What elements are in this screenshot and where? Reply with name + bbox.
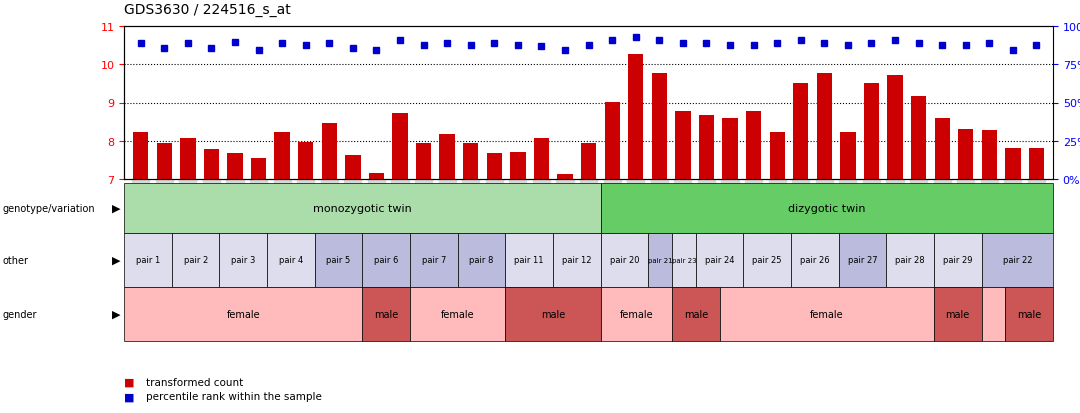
Bar xyxy=(157,143,172,180)
Bar xyxy=(440,135,455,180)
Bar xyxy=(510,152,526,180)
Bar xyxy=(958,129,973,180)
Bar xyxy=(770,133,785,180)
Bar xyxy=(629,55,644,180)
Text: pair 25: pair 25 xyxy=(753,256,782,265)
Text: pair 2: pair 2 xyxy=(184,256,207,265)
Text: ▶: ▶ xyxy=(112,204,121,214)
Bar xyxy=(251,159,267,180)
Bar xyxy=(392,114,407,180)
Text: transformed count: transformed count xyxy=(146,377,243,387)
Bar xyxy=(180,139,195,180)
Text: male: male xyxy=(946,309,970,319)
Text: pair 21: pair 21 xyxy=(648,257,673,263)
Bar xyxy=(274,133,289,180)
Bar xyxy=(605,102,620,180)
Text: pair 12: pair 12 xyxy=(562,256,592,265)
Bar xyxy=(910,97,927,180)
Bar xyxy=(133,133,148,180)
Bar xyxy=(934,119,950,180)
Bar xyxy=(840,133,855,180)
Text: female: female xyxy=(227,309,260,319)
Text: pair 23: pair 23 xyxy=(672,257,697,263)
Bar xyxy=(534,139,549,180)
Text: female: female xyxy=(620,309,653,319)
Text: other: other xyxy=(2,255,28,265)
Text: pair 7: pair 7 xyxy=(421,256,446,265)
Text: genotype/variation: genotype/variation xyxy=(2,204,95,214)
Bar xyxy=(463,143,478,180)
Text: female: female xyxy=(441,309,474,319)
Bar xyxy=(746,112,761,180)
Text: ▶: ▶ xyxy=(112,309,121,319)
Bar xyxy=(651,74,667,180)
Bar xyxy=(864,83,879,180)
Text: pair 28: pair 28 xyxy=(895,256,924,265)
Bar xyxy=(204,150,219,180)
Bar xyxy=(581,143,596,180)
Text: pair 24: pair 24 xyxy=(705,256,734,265)
Bar xyxy=(416,143,431,180)
Bar xyxy=(1029,148,1044,180)
Bar xyxy=(322,123,337,180)
Text: percentile rank within the sample: percentile rank within the sample xyxy=(146,392,322,401)
Bar xyxy=(793,83,809,180)
Text: pair 5: pair 5 xyxy=(326,256,351,265)
Text: gender: gender xyxy=(2,309,37,319)
Text: pair 6: pair 6 xyxy=(374,256,399,265)
Bar xyxy=(346,156,361,180)
Bar xyxy=(982,131,997,180)
Text: monozygotic twin: monozygotic twin xyxy=(313,204,411,214)
Bar xyxy=(487,154,502,180)
Bar xyxy=(227,154,243,180)
Text: male: male xyxy=(684,309,707,319)
Text: dizygotic twin: dizygotic twin xyxy=(788,204,865,214)
Text: pair 20: pair 20 xyxy=(609,256,639,265)
Text: ▶: ▶ xyxy=(112,255,121,265)
Bar xyxy=(368,174,384,180)
Text: GDS3630 / 224516_s_at: GDS3630 / 224516_s_at xyxy=(124,2,291,17)
Bar xyxy=(723,119,738,180)
Text: ■: ■ xyxy=(124,392,135,401)
Bar xyxy=(298,142,313,180)
Text: pair 26: pair 26 xyxy=(800,256,829,265)
Text: pair 1: pair 1 xyxy=(136,256,160,265)
Text: pair 8: pair 8 xyxy=(469,256,494,265)
Bar xyxy=(888,76,903,180)
Bar xyxy=(557,175,572,180)
Text: pair 22: pair 22 xyxy=(1002,256,1032,265)
Text: pair 27: pair 27 xyxy=(848,256,877,265)
Bar xyxy=(1005,148,1021,180)
Bar xyxy=(699,116,714,180)
Text: pair 11: pair 11 xyxy=(514,256,544,265)
Text: male: male xyxy=(374,309,399,319)
Text: pair 4: pair 4 xyxy=(279,256,303,265)
Bar xyxy=(816,74,832,180)
Text: female: female xyxy=(810,309,843,319)
Text: male: male xyxy=(1017,309,1041,319)
Text: pair 29: pair 29 xyxy=(943,256,972,265)
Text: ■: ■ xyxy=(124,377,135,387)
Text: male: male xyxy=(541,309,565,319)
Text: pair 3: pair 3 xyxy=(231,256,256,265)
Bar xyxy=(675,112,690,180)
